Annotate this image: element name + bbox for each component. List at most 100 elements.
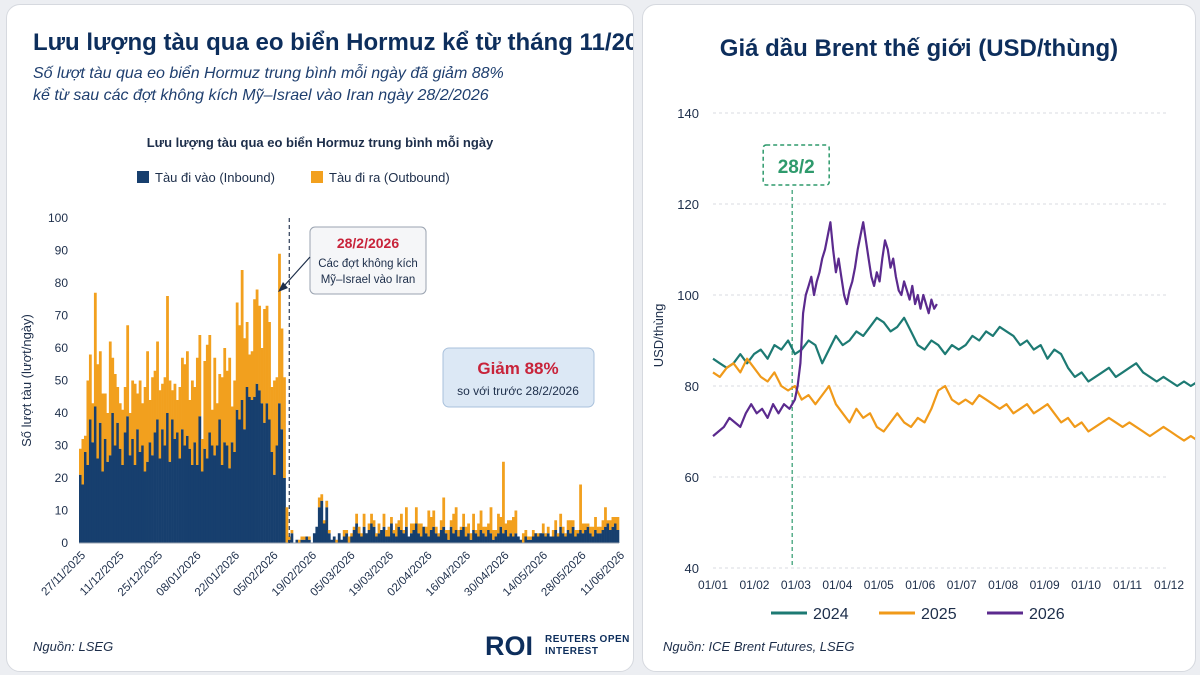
bar-inbound (472, 530, 475, 543)
right-ytick-label: 40 (685, 561, 699, 576)
bar-inbound (230, 442, 234, 543)
bar-inbound (534, 533, 538, 543)
right-source: Nguồn: ICE Brent Futures, LSEG (663, 639, 855, 654)
bar-inbound (529, 539, 533, 543)
bar-outbound (504, 523, 508, 530)
bar-outbound (283, 377, 286, 478)
bar-outbound (113, 374, 117, 446)
bar-inbound (360, 536, 363, 543)
bar-inbound (412, 530, 416, 543)
bar-inbound (559, 526, 563, 543)
bar-outbound (193, 387, 197, 443)
bar-outbound (594, 517, 597, 530)
bar-outbound (474, 530, 478, 534)
bar-inbound (322, 523, 326, 543)
bar-inbound (228, 468, 232, 543)
bar-outbound (360, 533, 363, 537)
bar-outbound (288, 536, 291, 540)
bar-inbound (171, 419, 174, 543)
right-ytick-label: 80 (685, 379, 699, 394)
bar-inbound (464, 536, 468, 543)
annotation-line1: Các đợt không kích (318, 258, 418, 270)
bar-inbound (118, 448, 122, 543)
bar-inbound (395, 536, 398, 543)
bar-inbound (375, 536, 378, 543)
bar-inbound (136, 429, 140, 543)
bar-outbound (93, 292, 97, 407)
left-subtitle-line1: Số lượt tàu qua eo biển Hormuz trung bìn… (33, 65, 504, 82)
bar-outbound (203, 361, 207, 449)
right-panel: Giá dầu Brent thế giới (USD/thùng) 40 60 8… (642, 4, 1196, 672)
bar-inbound (176, 432, 179, 543)
bar-inbound (255, 383, 259, 543)
bar-inbound (452, 533, 456, 543)
bar-outbound (126, 325, 130, 417)
left-ytick-label: 60 (55, 341, 69, 355)
bar-inbound (439, 530, 443, 543)
bar-inbound (248, 396, 252, 543)
bar-outbound (499, 517, 503, 527)
bar-outbound (258, 305, 261, 391)
bar-outbound (106, 413, 110, 462)
bar-outbound (153, 370, 157, 433)
bar-inbound (382, 526, 386, 543)
bar-outbound (158, 390, 162, 459)
bar-outbound (265, 305, 269, 404)
bar-outbound (459, 526, 463, 530)
bar-inbound (148, 442, 152, 543)
callout-sub: so với trước 28/2/2026 (457, 384, 579, 398)
brent-line-chart: 40 60 80 100 120 140 USD/thùng 01/01 01/02 01/03 0… (651, 106, 1195, 623)
bar-outbound (355, 513, 359, 524)
bar-inbound (584, 530, 587, 543)
bar-outbound (352, 526, 356, 530)
bar-outbound (551, 530, 555, 537)
bar-outbound (604, 507, 607, 527)
bar-inbound (188, 448, 192, 543)
bar-inbound (554, 530, 558, 543)
bar-inbound (392, 533, 396, 543)
bar-outbound (477, 523, 480, 537)
bar-outbound (198, 335, 202, 417)
bar-inbound (449, 526, 453, 543)
bar-inbound (539, 533, 543, 543)
bar-outbound (591, 526, 595, 537)
right-xtick-label: 01/09 (1030, 578, 1060, 592)
bar-inbound (432, 526, 436, 543)
bar-inbound (113, 445, 117, 543)
bar-inbound (198, 416, 202, 543)
bar-inbound (111, 413, 115, 543)
callout-box (442, 347, 595, 408)
bar-outbound (307, 536, 311, 540)
bar-inbound (444, 533, 448, 543)
bar-inbound (88, 419, 92, 543)
bar-outbound (614, 517, 617, 524)
bar-inbound (253, 396, 256, 543)
bar-outbound (325, 500, 329, 508)
bar-outbound (395, 523, 398, 537)
bar-inbound (429, 530, 433, 543)
bar-inbound (278, 403, 281, 543)
bar-inbound (260, 403, 264, 543)
callout-headline: Giảm 88% (477, 359, 558, 378)
bar-outbound (345, 530, 349, 534)
bar-inbound (561, 533, 565, 543)
bar-outbound (322, 520, 326, 524)
bar-inbound (305, 536, 309, 543)
bar-inbound (263, 422, 266, 543)
bar-outbound (297, 539, 301, 543)
bar-inbound (235, 409, 239, 543)
bar-outbound (566, 520, 570, 530)
bar-inbound (504, 530, 508, 543)
bar-inbound (123, 432, 127, 543)
bar-outbound (357, 526, 361, 534)
bar-outbound (218, 374, 222, 420)
bar-inbound (377, 533, 381, 543)
bar-inbound (158, 458, 162, 543)
bar-outbound (156, 341, 159, 420)
bar-inbound (434, 533, 438, 543)
bar-inbound (153, 432, 157, 543)
bar-inbound (569, 533, 573, 543)
bar-inbound (516, 536, 520, 543)
bar-outbound (327, 530, 331, 534)
bar-outbound (136, 393, 140, 430)
